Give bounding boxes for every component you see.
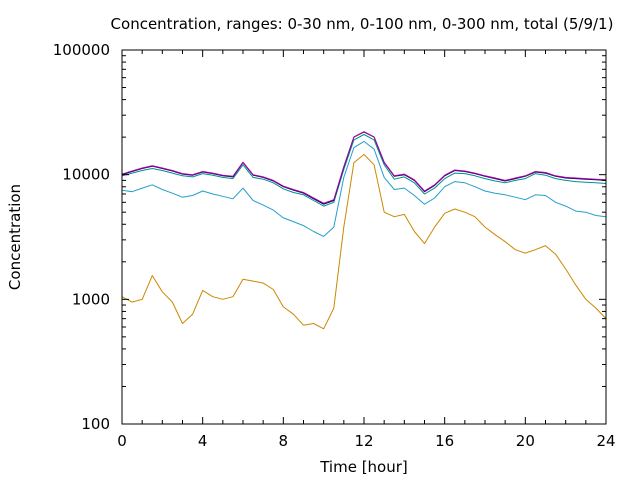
x-tick-label: 12: [354, 432, 373, 450]
y-tick-label: 100: [81, 415, 110, 433]
x-axis-label: Time [hour]: [319, 458, 408, 476]
x-tick-label: 16: [435, 432, 454, 450]
y-tick-label: 10000: [62, 166, 110, 184]
series-line-5: [121, 131, 607, 204]
x-tick-label: 8: [279, 432, 289, 450]
x-tick-label: 20: [516, 432, 535, 450]
x-tick-label: 0: [117, 432, 127, 450]
y-tick-label: 100000: [53, 41, 110, 59]
series-line-1: [121, 154, 607, 330]
x-tick-label: 24: [596, 432, 615, 450]
series-layer: [121, 131, 607, 330]
tick-layer: 0 4 8 12 16 20 24 100 1000 10000 100000: [53, 41, 616, 450]
y-tick-label: 1000: [72, 290, 110, 308]
x-tick-label: 4: [198, 432, 208, 450]
y-axis-label: Concentration: [6, 184, 24, 290]
series-line-2: [121, 140, 607, 237]
chart-title: Concentration, ranges: 0-30 nm, 0-100 nm…: [111, 15, 614, 33]
series-line-3: [121, 134, 607, 207]
